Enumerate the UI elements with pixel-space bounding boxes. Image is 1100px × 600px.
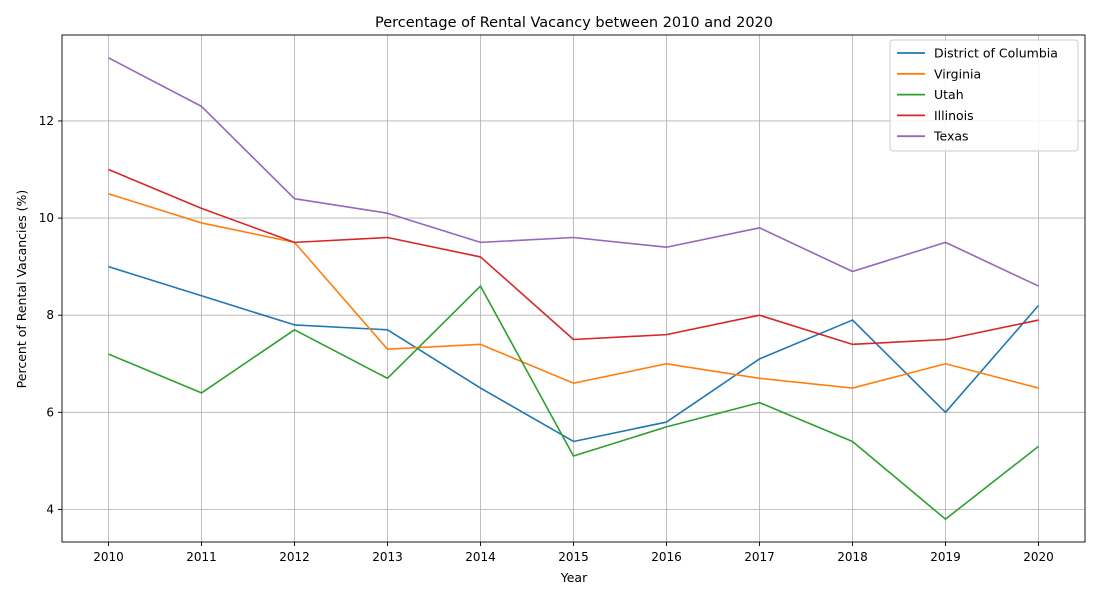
legend: District of Columbia Virginia Utah Illinois…	[889, 39, 1079, 152]
x-tick-label: 2015	[558, 550, 589, 564]
legend-box	[889, 39, 1079, 152]
x-tick-label: 2018	[837, 550, 868, 564]
series-line-virginia	[108, 193, 1039, 389]
legend-label-district-of-columbia: District of Columbia	[934, 46, 1058, 61]
legend-label-illinois: Illinois	[934, 108, 974, 123]
x-tick-label: 2019	[930, 550, 961, 564]
x-tick-label: 2010	[93, 550, 124, 564]
y-axis: 4 6 8 10 12	[39, 114, 62, 516]
y-tick-label: 4	[46, 502, 54, 516]
legend-label-virginia: Virginia	[934, 66, 981, 81]
chart-title: Percentage of Rental Vacancy between 201…	[375, 15, 773, 31]
series-line-texas	[108, 57, 1039, 287]
x-tick-label: 2020	[1023, 550, 1054, 564]
legend-label-utah: Utah	[934, 87, 964, 102]
x-axis-label: Year	[560, 570, 588, 585]
y-axis-label: Percent of Rental Vacancies (%)	[14, 190, 29, 389]
series-line-district-of-columbia	[108, 265, 1040, 443]
series-line-illinois	[108, 168, 1039, 346]
y-tick-label: 10	[39, 211, 54, 225]
x-tick-label: 2016	[651, 550, 682, 564]
x-tick-label: 2013	[372, 550, 403, 564]
x-tick-label: 2014	[465, 550, 496, 564]
series-lines	[108, 57, 1040, 520]
y-tick-label: 12	[39, 114, 54, 128]
x-tick-label: 2017	[744, 550, 775, 564]
legend-label-texas: Texas	[933, 129, 969, 144]
x-tick-label: 2011	[186, 550, 217, 564]
series-line-utah	[108, 285, 1039, 520]
x-tick-label: 2012	[279, 550, 310, 564]
x-axis: 2010 2011 2012 2013 2014 2015 2016 2017 2018 2019…	[93, 542, 1054, 564]
y-tick-label: 8	[46, 308, 54, 322]
y-tick-label: 6	[46, 405, 54, 419]
